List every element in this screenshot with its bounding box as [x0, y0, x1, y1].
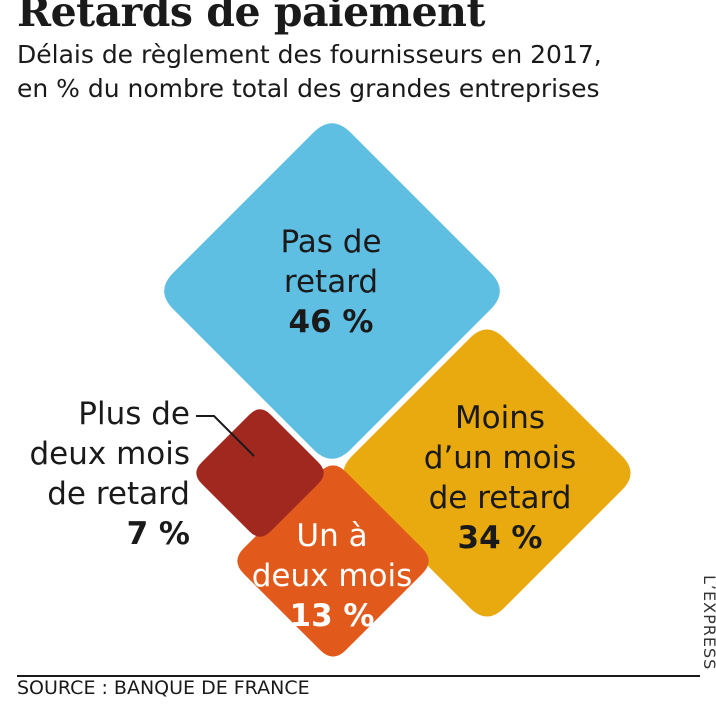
leader-line [196, 415, 255, 457]
label-plus-deux-mois: Plus de deux mois de retard 7 % [0, 394, 190, 554]
label-un-a-deux-mois: Un à deux mois 13 % [232, 516, 432, 636]
publisher-brand: L’EXPRESS [700, 575, 716, 671]
label-pas-de-retard-line2: retard [283, 264, 379, 300]
label-pas-de-retard: Pas de retard 46 % [236, 222, 426, 342]
source-note: SOURCE : BANQUE DE FRANCE [17, 677, 310, 699]
value-un-a-deux-mois: 13 % [289, 598, 375, 634]
label-pas-de-retard-line1: Pas de [280, 224, 382, 260]
label-moins-un-mois-line1: Moins [454, 400, 546, 436]
diamond-pas-de-retard [164, 123, 500, 459]
value-moins-un-mois: 34 % [457, 520, 543, 556]
label-moins-un-mois-line3: de retard [428, 480, 572, 516]
label-plus-deux-line2: deux mois [29, 436, 190, 472]
chart-title: Retards de paiement [17, 0, 485, 36]
label-moins-un-mois-line2: d’un mois [423, 440, 577, 476]
diamond-plus-deux-mois [196, 409, 324, 537]
label-plus-deux-line1: Plus de [78, 396, 190, 432]
label-moins-un-mois: Moins d’un mois de retard 34 % [400, 398, 600, 558]
value-plus-deux-mois: 7 % [126, 516, 190, 552]
label-plus-deux-line3: de retard [47, 476, 190, 512]
chart-subtitle-line2: en % du nombre total des grandes entrepr… [17, 74, 600, 103]
label-un-a-deux-line1: Un à [296, 518, 368, 554]
value-pas-de-retard: 46 % [288, 304, 374, 340]
label-un-a-deux-line2: deux mois [251, 558, 413, 594]
chart-subtitle-line1: Délais de règlement des fournisseurs en … [17, 40, 602, 69]
footer-rule [17, 675, 700, 677]
